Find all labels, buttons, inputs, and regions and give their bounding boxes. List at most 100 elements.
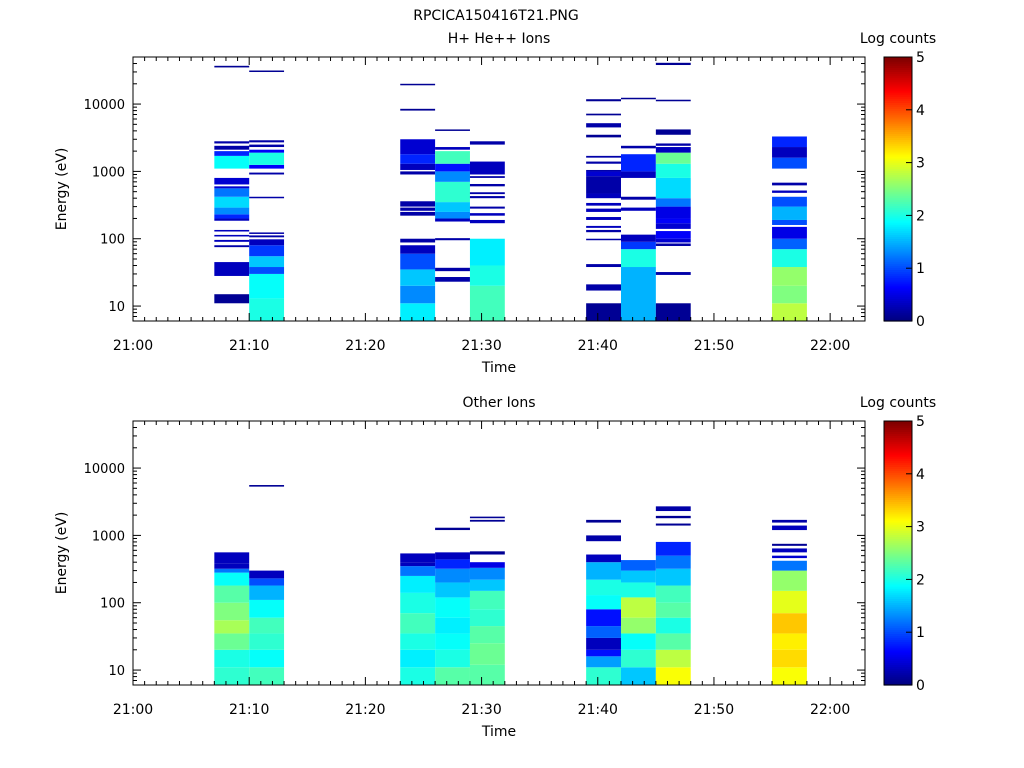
heatmap-cell <box>214 229 250 232</box>
colorbar-swatch <box>884 94 912 97</box>
colorbar-swatch <box>884 507 912 511</box>
colorbar-swatch <box>884 635 912 639</box>
colorbar-swatch <box>884 462 912 465</box>
heatmap-cell <box>249 235 285 238</box>
colorbar-swatch <box>884 151 912 155</box>
colorbar-swatch <box>884 252 912 256</box>
heatmap-cell <box>400 163 436 170</box>
colorbar-swatch <box>884 314 912 318</box>
colorbar-swatch <box>884 567 912 571</box>
y-tick-label: 10 <box>108 664 125 679</box>
colorbar-swatch <box>884 456 912 459</box>
colorbar-swatch <box>884 517 912 521</box>
heatmap-cell <box>621 249 656 268</box>
heatmap-cell <box>249 256 285 268</box>
x-tick-label: 21:20 <box>345 338 385 354</box>
colorbar-tick-label: 4 <box>916 467 925 483</box>
heatmap-cell <box>586 649 621 657</box>
colorbar-swatch <box>884 127 912 130</box>
colorbar-tick-label: 5 <box>916 414 925 430</box>
colorbar-swatch <box>884 557 912 560</box>
heatmap-cell <box>435 147 470 150</box>
colorbar-swatch <box>884 583 912 587</box>
heatmap-cell <box>621 171 656 178</box>
colorbar-swatch <box>884 298 912 301</box>
heatmap-cell <box>469 192 505 195</box>
colorbar-frame <box>883 420 913 686</box>
colorbar-swatch <box>884 577 912 581</box>
page-title: RPCICA150416T21.PNG <box>413 8 578 24</box>
heatmap-cell <box>772 219 807 225</box>
colorbar-label: Log counts <box>860 31 936 47</box>
colorbar-swatch <box>884 125 912 128</box>
colorbar-swatch <box>884 129 912 132</box>
heatmap-cell <box>655 602 691 618</box>
colorbar-swatch <box>884 503 912 507</box>
colorbar-swatch <box>884 480 912 484</box>
colorbar-swatch <box>884 203 912 207</box>
heatmap-cell <box>621 207 656 211</box>
colorbar-swatch <box>884 83 912 87</box>
colorbar-swatch <box>884 92 912 95</box>
heatmap-cell <box>655 147 691 153</box>
y-axis: 10 100 1000 10000 Energy (eV) <box>54 56 865 322</box>
colorbar-swatch <box>884 631 912 635</box>
colorbar-swatch <box>884 474 912 478</box>
heatmap-cell <box>772 570 807 591</box>
x-axis: 21:00 21:10 21:20 21:30 21:40 21:50 22:00 Time <box>113 57 866 376</box>
heatmap-cell <box>249 273 285 299</box>
heatmap-cell <box>772 238 807 250</box>
colorbar-swatch <box>884 647 912 651</box>
colorbar-swatch <box>884 277 912 281</box>
colorbar-swatch <box>884 472 912 476</box>
colorbar-swatch <box>884 532 912 536</box>
heatmap-cell <box>469 590 505 610</box>
colorbar-swatch <box>884 242 912 246</box>
colorbar-swatch <box>884 108 912 112</box>
colorbar-swatch <box>884 285 912 289</box>
colorbar-swatch <box>884 513 912 517</box>
colorbar-swatch <box>884 505 912 509</box>
x-tick-label: 21:20 <box>345 702 385 718</box>
colorbar-swatch <box>884 437 912 441</box>
colorbar-tick-label: 2 <box>916 208 925 224</box>
colorbar-swatch <box>884 209 912 213</box>
colorbar-swatch <box>884 680 912 684</box>
heatmap-cell <box>249 144 285 148</box>
colorbar-swatch <box>884 232 912 235</box>
colorbar-swatch <box>884 69 912 73</box>
heatmap-cell <box>772 190 807 193</box>
heatmap-cell <box>586 134 621 138</box>
heatmap-cell <box>655 231 691 239</box>
colorbar-swatch <box>884 296 912 299</box>
heatmap-cell <box>214 620 250 634</box>
colorbar-tick-label: 0 <box>916 314 925 330</box>
heatmap-cell <box>655 515 691 519</box>
colorbar-swatch <box>884 269 912 273</box>
colorbar-swatch <box>884 292 912 295</box>
heatmap-cell <box>435 171 470 182</box>
y-axis: 10 100 1000 10000 Energy (eV) <box>54 420 865 686</box>
colorbar-swatch <box>884 123 912 126</box>
colorbar-swatch <box>884 257 912 260</box>
colorbar-swatch <box>884 441 912 445</box>
colorbar-swatch <box>884 643 912 647</box>
heatmap-cell <box>469 141 505 145</box>
colorbar-swatch <box>884 283 912 287</box>
heatmap-cell <box>655 99 691 102</box>
colorbar-tick-label: 3 <box>916 156 925 172</box>
heatmap-cell <box>400 171 436 175</box>
heatmap-cell <box>772 590 807 614</box>
colorbar-swatch <box>884 265 912 268</box>
colorbar-swatch <box>884 451 912 455</box>
colorbar-swatch <box>884 573 912 577</box>
x-tick-label: 22:00 <box>810 338 850 354</box>
colorbar-swatch <box>884 67 912 70</box>
x-tick-label: 21:50 <box>694 702 734 718</box>
heatmap-cell <box>469 265 505 286</box>
heatmap-cell <box>214 214 250 219</box>
colorbar-tick-label: 5 <box>916 50 925 66</box>
colorbar-swatch <box>884 156 912 159</box>
colorbar-swatch <box>884 213 912 217</box>
